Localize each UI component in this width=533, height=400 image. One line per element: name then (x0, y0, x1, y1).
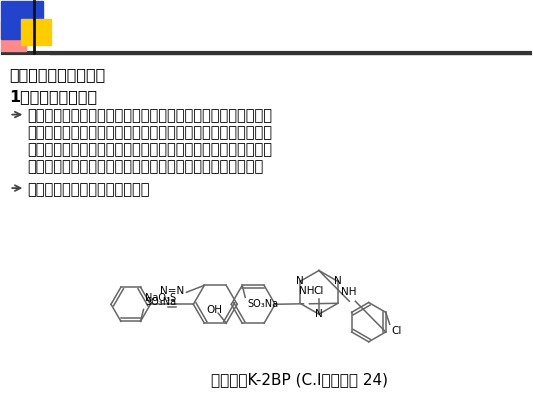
Bar (2, 21, 26, 51)
Text: 列。近年来为改善这类染料的直接性，提高固色率，满足低盐或: 列。近年来为改善这类染料的直接性，提高固色率，满足低盐或 (27, 126, 272, 140)
Text: Cl: Cl (392, 326, 402, 336)
Text: N: N (334, 276, 342, 286)
Text: NH: NH (298, 286, 314, 296)
Text: N: N (315, 309, 323, 319)
Text: 活性染料的母体结构：: 活性染料的母体结构： (10, 67, 106, 82)
Text: 单偶氮结构为主：黄、橙、红色: 单偶氮结构为主：黄、橙、红色 (27, 182, 150, 197)
Text: Cl: Cl (314, 286, 324, 296)
Text: 共平面性，以及增加与纤维形成氢键的基团数等来达到目的。: 共平面性，以及增加与纤维形成氢键的基团数等来达到目的。 (27, 159, 263, 174)
Text: SO₃Na: SO₃Na (146, 297, 176, 307)
Text: N: N (296, 276, 304, 286)
Text: SO₃Na: SO₃Na (247, 299, 278, 309)
Text: 无盐染色要求，常通过增大母体结构及分子量，提高母体结构的: 无盐染色要求，常通过增大母体结构及分子量，提高母体结构的 (27, 142, 272, 158)
Text: NH: NH (341, 287, 356, 297)
Bar (21, 19, 51, 45)
Text: N=N: N=N (160, 286, 184, 296)
Text: NaO₃S: NaO₃S (146, 293, 176, 303)
Text: 偶氮活性染料多以单偶氮结构为主，尤其是红、黄、橙等浅色系: 偶氮活性染料多以单偶氮结构为主，尤其是红、黄、橙等浅色系 (27, 109, 272, 124)
Bar (2, 1, 43, 39)
Text: 活性艳红K-2BP (C.I反应性红 24): 活性艳红K-2BP (C.I反应性红 24) (211, 372, 389, 387)
Text: OH: OH (206, 305, 222, 315)
Text: 1、偶氮类活性染料: 1、偶氮类活性染料 (10, 89, 98, 104)
